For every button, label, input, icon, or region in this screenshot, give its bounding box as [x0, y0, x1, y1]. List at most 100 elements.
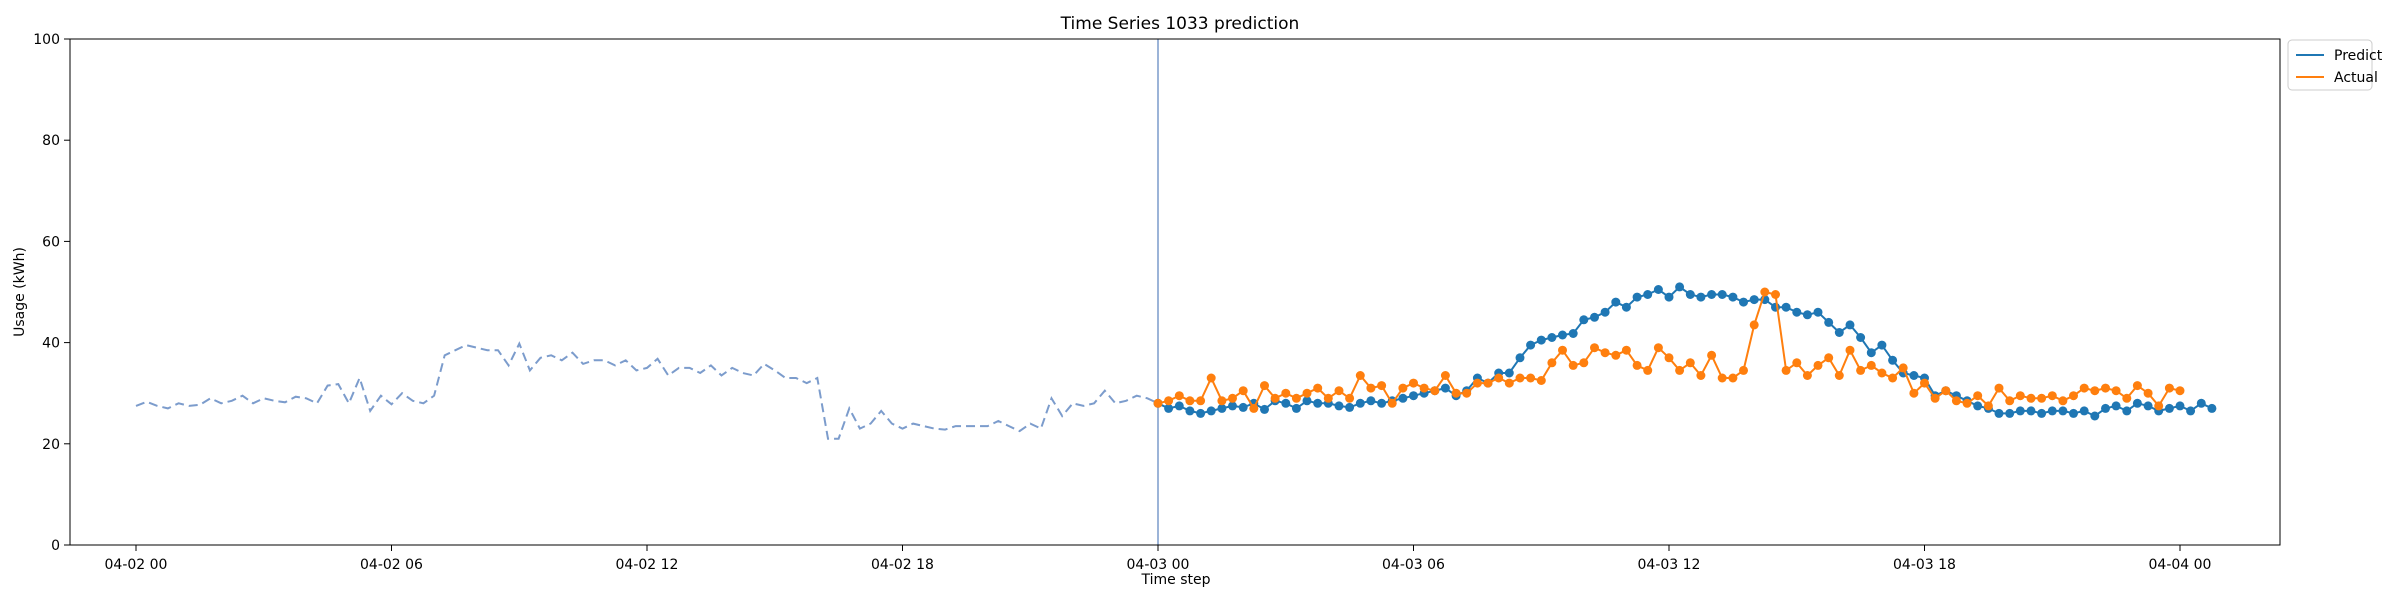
predict-point — [1206, 406, 1216, 416]
actual-point — [1909, 388, 1919, 398]
actual-point — [1898, 363, 1908, 373]
predict-series-line — [1157, 285, 2213, 418]
predict-point — [1536, 335, 1546, 345]
predict-point — [1196, 408, 1206, 418]
predict-point — [1547, 333, 1557, 342]
actual-point — [1196, 396, 1206, 406]
actual-point — [2143, 388, 2153, 398]
actual-point — [1270, 393, 1280, 403]
predict-point — [1707, 290, 1717, 299]
actual-point — [1302, 388, 1312, 398]
predict-point — [2175, 401, 2185, 411]
predict-point — [1781, 302, 1791, 312]
predict-point — [1824, 317, 1834, 327]
y-tick-label: 60 — [42, 234, 60, 250]
actual-point — [1472, 378, 1482, 388]
predict-point — [1696, 292, 1706, 302]
actual-point — [1930, 393, 1940, 403]
actual-point — [2037, 393, 2047, 403]
predict-point — [1377, 398, 1387, 408]
predict-point — [2015, 406, 2025, 416]
predict-point — [1217, 403, 1227, 413]
actual-point — [1962, 398, 1972, 408]
actual-point — [1217, 396, 1227, 406]
actual-point — [1983, 401, 1993, 411]
actual-point — [1387, 398, 1397, 408]
y-axis: 0 20 40 60 80 100 — [33, 32, 70, 554]
actual-point — [1419, 383, 1429, 393]
actual-point — [1206, 373, 1216, 383]
predict-point — [1174, 401, 1184, 411]
predict-point — [1845, 320, 1855, 330]
actual-point — [2015, 391, 2025, 401]
actual-point — [1334, 386, 1344, 396]
predict-point — [1653, 285, 1663, 294]
x-tick-label: 04-03 18 — [1893, 557, 1956, 573]
actual-point — [1281, 388, 1291, 398]
actual-point — [1760, 287, 1770, 297]
predict-point — [1621, 302, 1631, 312]
predict-point — [2132, 398, 2142, 408]
predict-point — [1185, 406, 1195, 416]
x-tick-label: 04-03 06 — [1382, 557, 1445, 573]
actual-point — [1664, 353, 1674, 363]
y-axis-title: Usage (kWh) — [12, 247, 28, 337]
plot-area — [135, 39, 2217, 545]
predict-point — [1802, 310, 1812, 320]
predict-point — [1675, 282, 1685, 292]
predict-point — [1739, 297, 1748, 307]
actual-point — [1590, 343, 1599, 353]
actual-point — [2154, 401, 2164, 411]
y-tick-label: 100 — [33, 32, 60, 48]
actual-point — [2047, 391, 2057, 401]
actual-point — [1515, 373, 1525, 383]
actual-point — [1920, 378, 1929, 388]
actual-point — [1153, 398, 1163, 408]
actual-point — [1440, 371, 1450, 380]
x-tick-label: 04-03 12 — [1638, 557, 1701, 573]
actual-point — [1675, 365, 1685, 375]
actual-point — [1536, 376, 1546, 385]
actual-point — [1792, 358, 1802, 368]
actual-point — [1483, 378, 1493, 388]
actual-point — [1345, 393, 1355, 403]
predict-point — [1345, 402, 1355, 412]
actual-point — [1568, 360, 1578, 370]
predict-point — [1664, 292, 1674, 302]
actual-point — [1717, 373, 1727, 383]
predict-point — [1366, 396, 1376, 406]
actual-point — [1547, 358, 1557, 368]
actual-point — [1430, 386, 1440, 396]
actual-point — [1834, 371, 1844, 380]
legend-predict-label: Predict — [2334, 48, 2383, 64]
actual-point — [1771, 290, 1780, 299]
predict-point — [2005, 408, 2015, 418]
predict-point — [2143, 401, 2153, 411]
actual-point — [1600, 348, 1610, 358]
actual-point — [2164, 383, 2174, 393]
predict-point — [2207, 403, 2217, 413]
actual-point — [1707, 350, 1717, 360]
predict-point — [1515, 353, 1525, 363]
predict-point — [1994, 408, 2004, 418]
actual-point — [1994, 383, 2004, 393]
actual-point — [1323, 393, 1333, 403]
predict-point — [1504, 368, 1514, 378]
actual-point — [1621, 345, 1631, 355]
actual-point — [1685, 358, 1695, 368]
predict-point — [1600, 307, 1610, 317]
actual-point — [1451, 388, 1461, 398]
actual-point — [1558, 345, 1567, 355]
actual-point — [2079, 383, 2089, 393]
actual-point — [1728, 373, 1738, 383]
predict-point — [1440, 383, 1450, 393]
actual-point — [1579, 358, 1589, 368]
actual-point — [1696, 371, 1706, 380]
actual-point — [2122, 393, 2132, 403]
predict-point — [1973, 401, 1983, 411]
actual-point — [1739, 365, 1748, 375]
legend-actual-label: Actual — [2334, 70, 2378, 86]
actual-point — [1313, 383, 1323, 393]
actual-point — [1973, 391, 1983, 401]
predict-point — [1717, 290, 1727, 299]
